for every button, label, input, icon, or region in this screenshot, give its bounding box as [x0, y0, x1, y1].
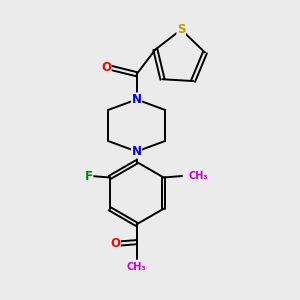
Text: O: O — [110, 237, 120, 250]
Text: CH₃: CH₃ — [127, 262, 146, 272]
Text: O: O — [101, 61, 111, 74]
Text: N: N — [132, 93, 142, 106]
Text: N: N — [132, 145, 142, 158]
Text: F: F — [85, 169, 93, 182]
Text: CH₃: CH₃ — [189, 171, 208, 181]
Text: S: S — [177, 23, 185, 36]
